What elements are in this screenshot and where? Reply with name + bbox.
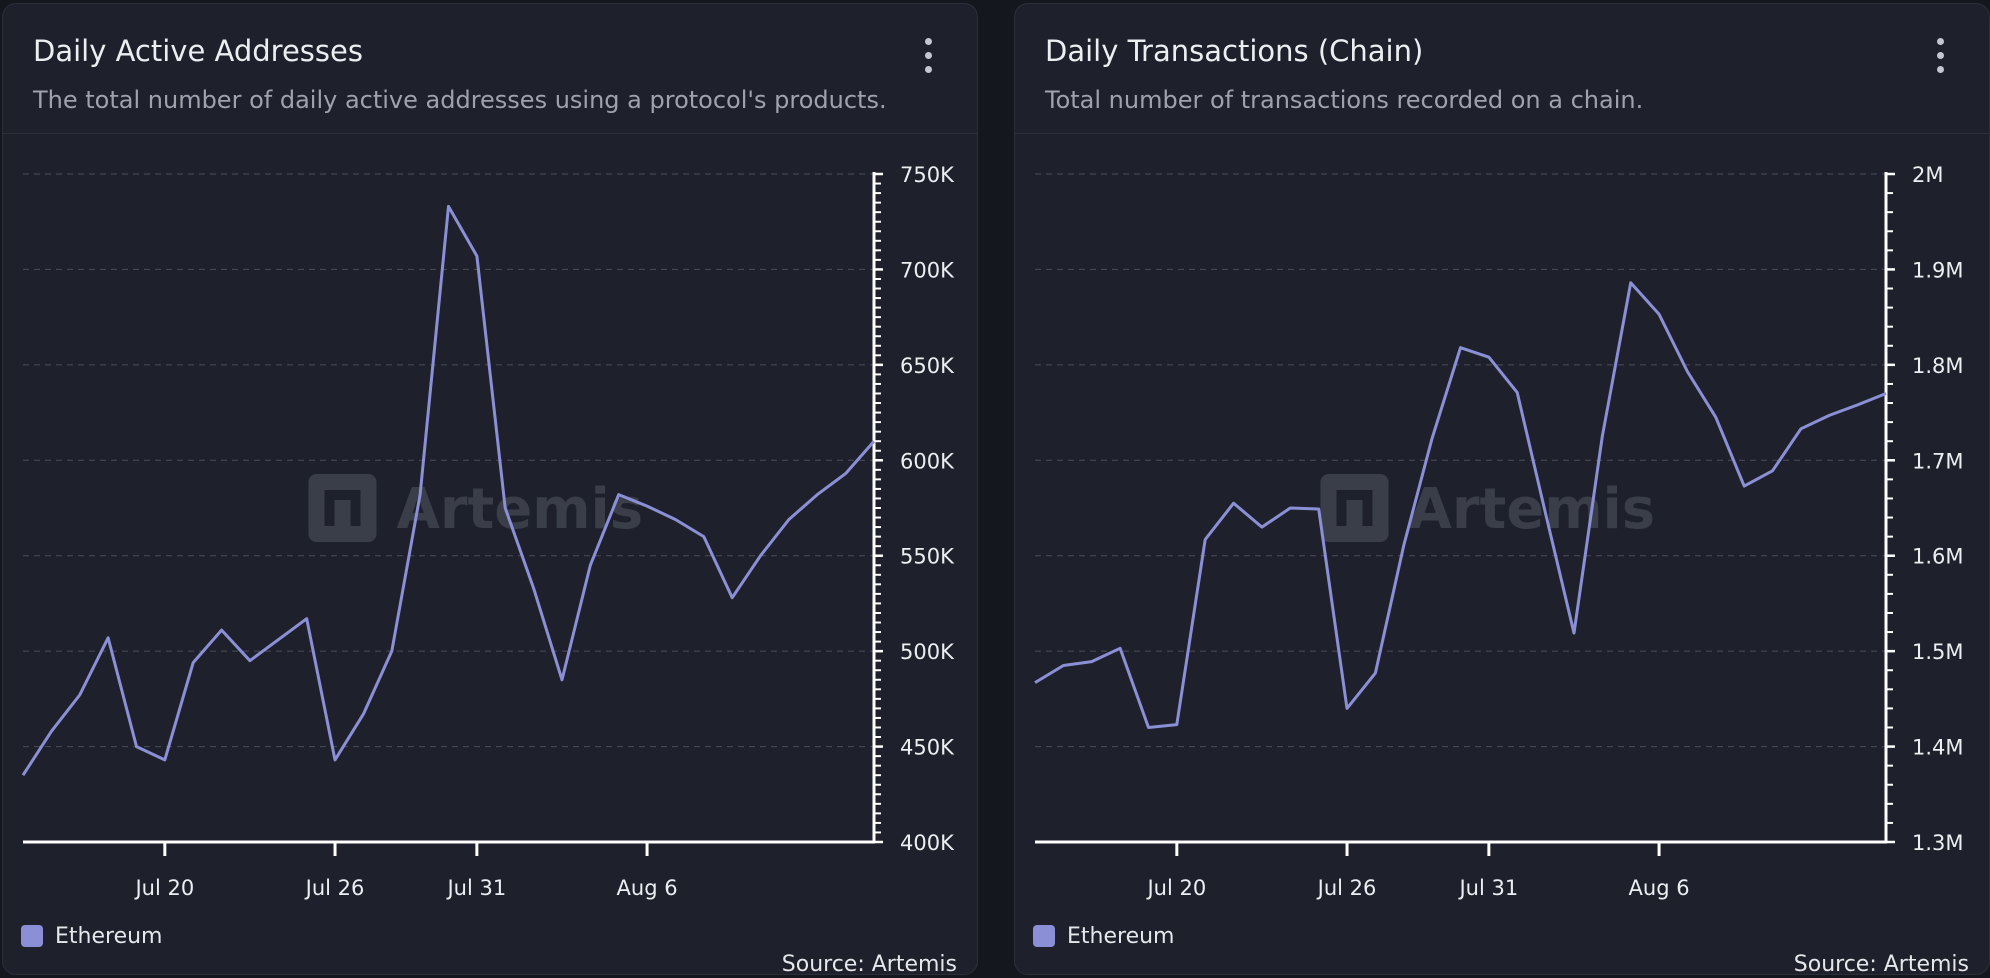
y-tick-label: 600K xyxy=(900,449,955,473)
watermark-text: Artemis xyxy=(397,477,644,542)
card-title: Daily Active Addresses xyxy=(33,34,363,68)
artemis-watermark: Artemis xyxy=(308,474,644,542)
y-tick-label: 1.9M xyxy=(1912,258,1964,282)
y-tick-label: 500K xyxy=(900,640,955,664)
more-options-icon[interactable] xyxy=(1933,38,1947,74)
daily-transactions-card: Daily Transactions (Chain) Total number … xyxy=(1014,3,1990,975)
y-tick-label: 650K xyxy=(900,354,955,378)
card-header: Daily Transactions (Chain) Total number … xyxy=(1015,4,1989,134)
y-tick-label: 550K xyxy=(900,545,955,569)
y-tick-label: 1.6M xyxy=(1912,545,1964,569)
daily-active-addresses-card: Daily Active Addresses The total number … xyxy=(2,3,978,975)
daily-active-addresses-chart: Artemis 400K 450K 500K 550K 600K 650K 700K 750K J… xyxy=(21,163,955,900)
y-tick-label: 700K xyxy=(900,258,955,282)
source-label: Source: Artemis xyxy=(781,952,957,975)
card-title: Daily Transactions (Chain) xyxy=(1045,34,1424,68)
legend-swatch xyxy=(1033,925,1055,947)
x-tick-label: Jul 20 xyxy=(133,876,194,900)
source-label: Source: Artemis xyxy=(1793,952,1969,975)
legend-swatch xyxy=(21,925,43,947)
x-tick-label: Jul 20 xyxy=(1145,876,1206,900)
y-tick-label: 750K xyxy=(900,163,955,187)
y-tick-label: 1.5M xyxy=(1912,640,1964,664)
x-tick-label: Jul 31 xyxy=(1457,876,1518,900)
more-options-icon[interactable] xyxy=(921,38,935,74)
y-tick-label: 1.8M xyxy=(1912,354,1964,378)
artemis-logo-inner xyxy=(1346,500,1363,526)
y-tick-label: 1.4M xyxy=(1912,736,1964,760)
x-tick-label: Jul 26 xyxy=(1316,876,1377,900)
legend-label: Ethereum xyxy=(1067,923,1175,949)
legend-label: Ethereum xyxy=(55,923,163,949)
y-tick-label: 400K xyxy=(900,831,955,855)
watermark-text: Artemis xyxy=(1409,477,1656,542)
x-tick-label: Jul 31 xyxy=(445,876,506,900)
artemis-watermark: Artemis xyxy=(1320,474,1656,542)
artemis-logo-inner xyxy=(334,500,351,526)
legend-item-ethereum[interactable]: Ethereum xyxy=(21,922,162,950)
y-tick-label: 1.3M xyxy=(1912,831,1964,855)
card-subtitle: The total number of daily active address… xyxy=(33,86,887,114)
x-tick-label: Jul 26 xyxy=(304,876,365,900)
legend-item-ethereum[interactable]: Ethereum xyxy=(1033,922,1174,950)
series-line-ethereum xyxy=(21,204,876,777)
y-tick-label: 2M xyxy=(1912,163,1943,187)
card-subtitle: Total number of transactions recorded on… xyxy=(1045,86,1644,114)
daily-transactions-chart: Artemis 1.3M 1.4M 1.5M 1.6M 1.7M 1.8M 1.9M 2M Jul… xyxy=(1034,163,1964,900)
y-tick-label: 450K xyxy=(900,736,955,760)
card-header: Daily Active Addresses The total number … xyxy=(3,4,977,134)
x-tick-label: Aug 6 xyxy=(617,876,678,900)
series-line-ethereum xyxy=(1034,281,1887,729)
x-tick-label: Aug 6 xyxy=(1629,876,1690,900)
y-tick-label: 1.7M xyxy=(1912,449,1964,473)
